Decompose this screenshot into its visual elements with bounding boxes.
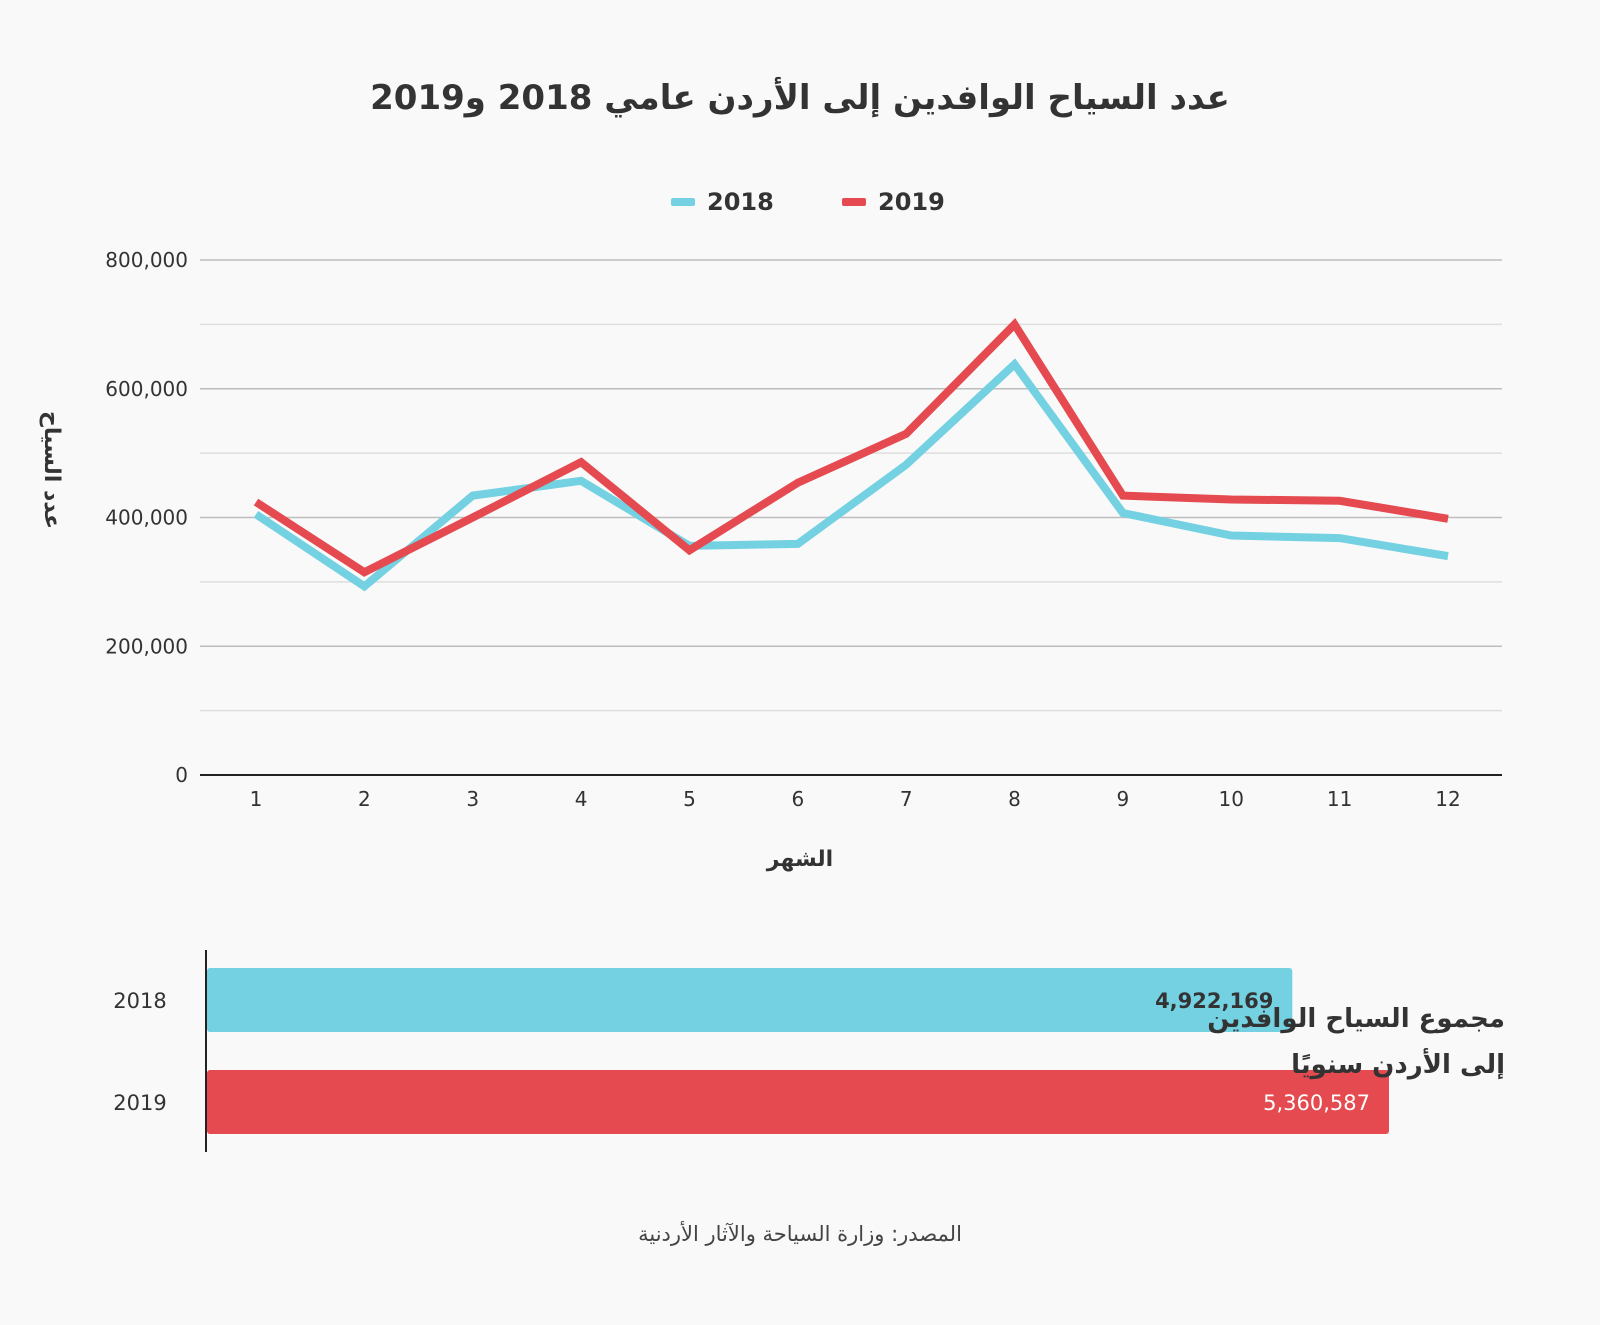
y-tick-label: 200,000 [105, 634, 188, 658]
total-bar-2018 [207, 968, 1293, 1032]
totals-title-line1: مجموع السياح الوافدين [1207, 1004, 1505, 1034]
y-axis-title: عدد السياح [39, 411, 64, 529]
series-line-2018 [253, 358, 1449, 592]
series-line-2019 [253, 317, 1449, 577]
x-axis-title: الشهر [766, 847, 833, 872]
total-bar-category-2019: 2019 [113, 1091, 166, 1115]
series-lines [253, 317, 1449, 592]
x-tick-label: 5 [683, 787, 696, 811]
legend-item-2019: 2019 [842, 188, 945, 216]
x-tick-label: 3 [466, 787, 479, 811]
legend: 2018 2019 [0, 188, 1600, 228]
totals-title-line2: إلى الأردن سنويًا [1291, 1050, 1505, 1080]
x-tick-label: 2 [358, 787, 371, 811]
x-tick-label: 12 [1435, 787, 1460, 811]
totals-title: مجموع السياح الوافدين إلى الأردن سنويًا [1160, 996, 1505, 1088]
x-tick-label: 8 [1008, 787, 1021, 811]
x-tick-label: 6 [791, 787, 804, 811]
legend-swatch-2018 [671, 198, 695, 206]
total-bar-value-2018: 4,922,169 [1155, 989, 1273, 1013]
total-bar-value-2019: 5,360,587 [1263, 1091, 1370, 1115]
x-tick-label: 11 [1327, 787, 1352, 811]
legend-swatch-2019 [842, 198, 866, 206]
x-tick-label: 4 [575, 787, 588, 811]
totals-bar-chart: 4,922,169 2018 5,360,587 2019 [113, 950, 1389, 1152]
y-tick-labels: 0 200,000 400,000 600,000 800,000 [105, 248, 188, 787]
total-bar-category-2018: 2018 [113, 989, 166, 1013]
total-bar-2019 [207, 1070, 1389, 1134]
x-tick-label: 9 [1117, 787, 1130, 811]
x-tick-label: 1 [250, 787, 263, 811]
y-tick-label: 600,000 [105, 377, 188, 401]
y-tick-label: 400,000 [105, 506, 188, 530]
x-tick-label: 7 [900, 787, 913, 811]
source-note: المصدر: وزارة السياحة والآثار الأردنية [638, 1222, 962, 1246]
legend-item-2018: 2018 [671, 188, 774, 216]
legend-label-2019: 2019 [878, 188, 945, 216]
x-tick-label: 10 [1219, 787, 1244, 811]
y-tick-label: 0 [175, 763, 188, 787]
chart-title: عدد السياح الوافدين إلى الأردن عامي 2018… [370, 78, 1230, 118]
grid [200, 259, 1502, 776]
y-tick-label: 800,000 [105, 248, 188, 272]
legend-label-2018: 2018 [707, 188, 774, 216]
x-tick-labels: 1 2 3 4 5 6 7 8 9 10 11 12 [250, 787, 1461, 811]
